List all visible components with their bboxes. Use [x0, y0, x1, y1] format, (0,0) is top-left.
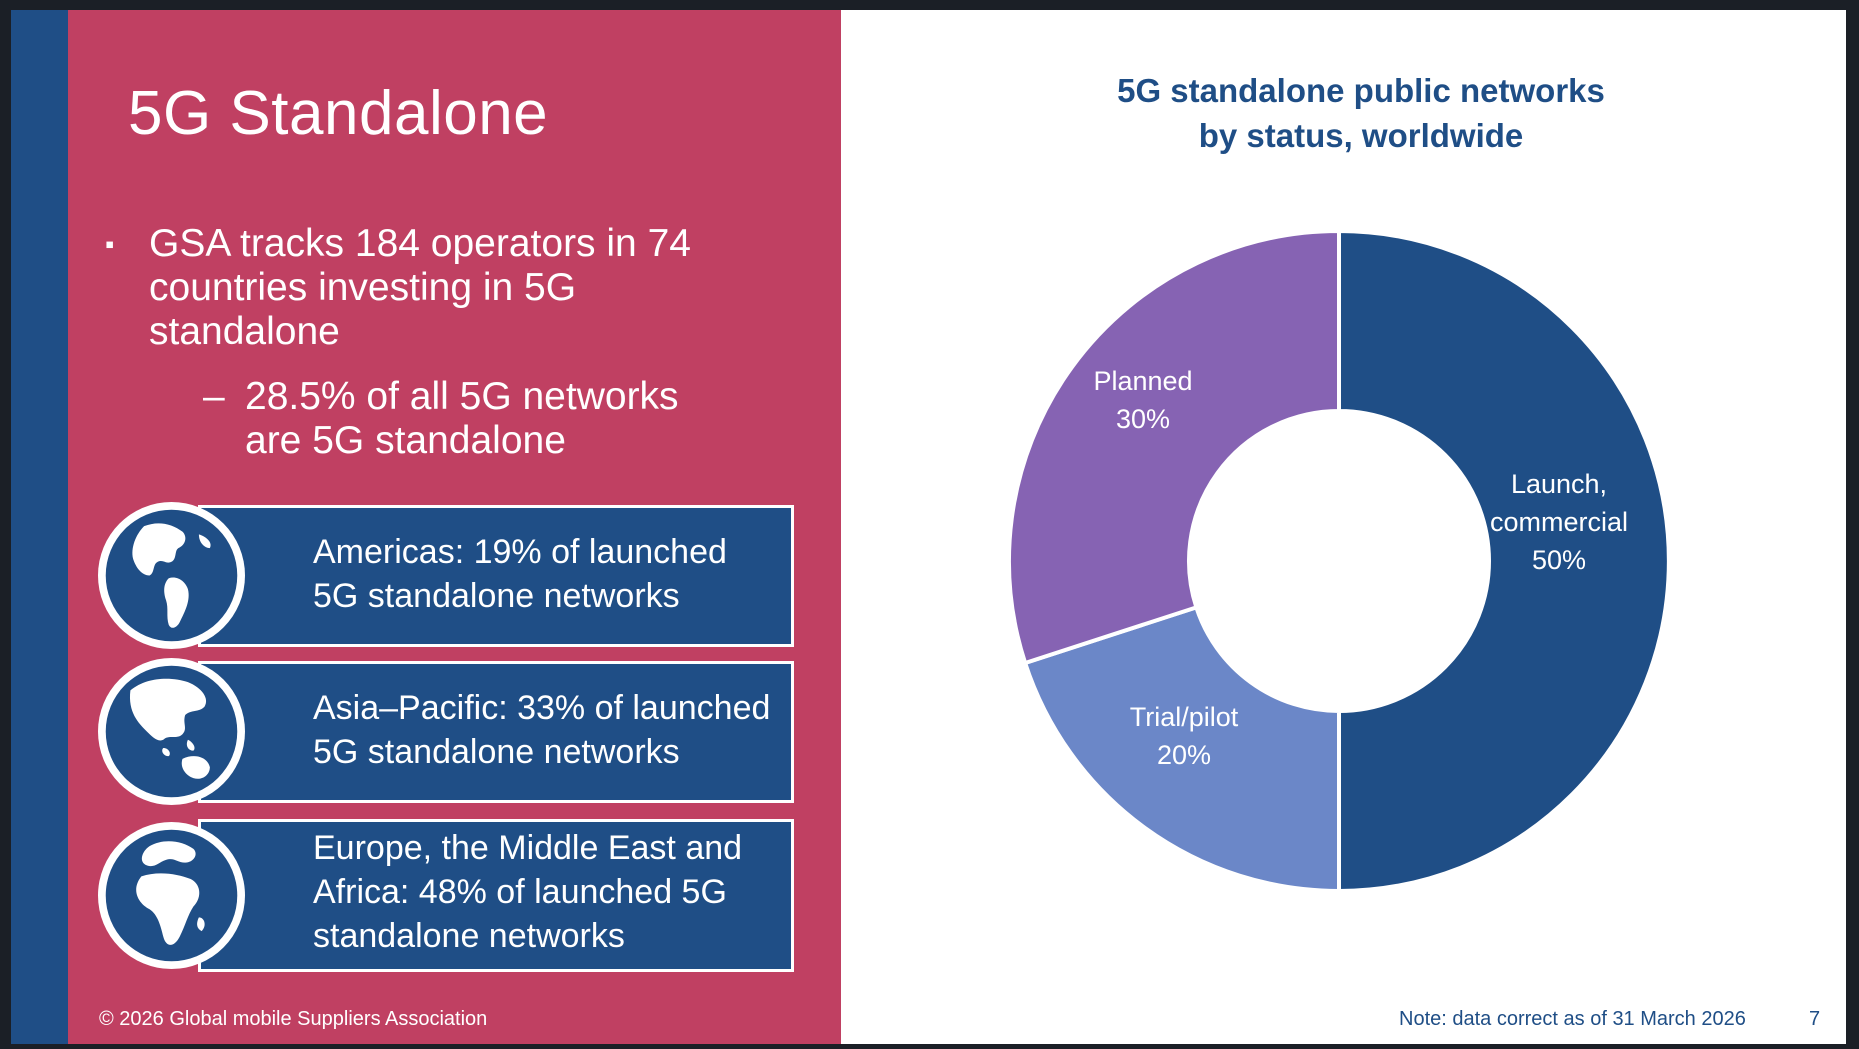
slice-label-launch-commercial: commercial [1490, 507, 1628, 537]
slice-label-launch-commercial: Launch, [1511, 469, 1607, 499]
slice-value-planned: 30% [1116, 404, 1170, 434]
slice-label-trial-pilot: Trial/pilot [1130, 702, 1239, 732]
slide: 5G Standalone ▪ GSA tracks 184 operators… [11, 10, 1846, 1044]
slice-label-planned: Planned [1093, 366, 1192, 396]
donut-chart: Launch, commercial 50% Trial/pilot 20% Planne… [1006, 228, 1671, 894]
slice-trial-pilot [1022, 604, 1341, 894]
globe-emea-icon [98, 822, 245, 969]
region-box-asia-pacific: Asia–Pacific: 33% of launched 5G standal… [198, 661, 794, 803]
chart-title: 5G standalone public networks by status,… [1071, 68, 1651, 158]
region-text-emea: Europe, the Middle East and Africa: 48% … [313, 829, 743, 955]
region-text-asia-pacific: Asia–Pacific: 33% of launched 5G standal… [313, 689, 771, 771]
slice-launch-commercial [1337, 228, 1671, 894]
chart-title-line-2: by status, worldwide [1198, 117, 1524, 154]
slide-title: 5G Standalone [128, 79, 549, 148]
slice-value-trial-pilot: 20% [1157, 740, 1211, 770]
globe-asia-pacific-icon [98, 658, 245, 805]
slice-value-launch-commercial: 50% [1532, 545, 1586, 575]
bullet-marker: ▪ [105, 229, 115, 259]
page-number: 7 [1809, 1008, 1821, 1030]
copyright-text: © 2026 Global mobile Suppliers Associati… [99, 1008, 488, 1030]
accent-strip [11, 10, 68, 1044]
data-note: Note: data correct as of 31 March 2026 [1399, 1008, 1746, 1030]
globe-americas-icon [98, 502, 245, 649]
region-text-americas: Americas: 19% of launched 5G standalone … [313, 533, 727, 615]
bullet-main-text: GSA tracks 184 operators in 74 countries… [149, 222, 691, 353]
left-panel: 5G Standalone ▪ GSA tracks 184 operators… [68, 10, 841, 1044]
chart-title-line-1: 5G standalone public networks [1117, 72, 1605, 109]
sub-bullet-marker: – [203, 375, 225, 418]
region-box-americas: Americas: 19% of launched 5G standalone … [198, 505, 794, 647]
slice-planned [1006, 228, 1341, 666]
bullet-sub-text: 28.5% of all 5G networks are 5G standalo… [245, 375, 679, 462]
